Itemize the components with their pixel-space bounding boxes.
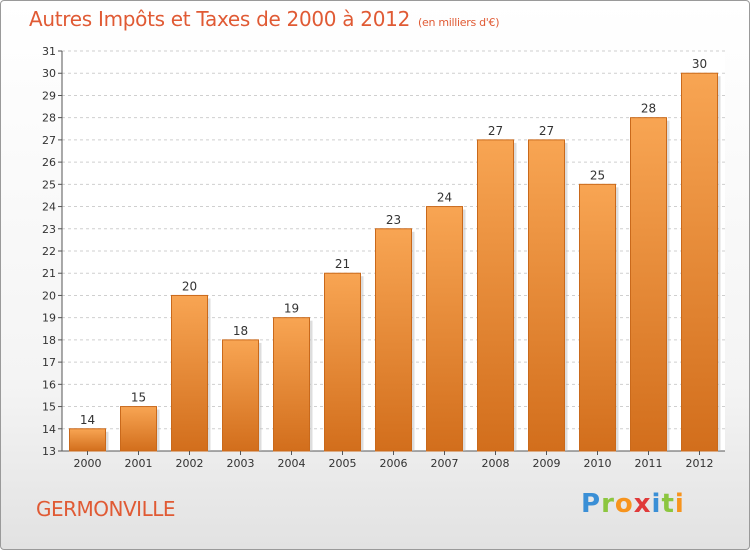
proxiti-logo: Proxiti [581,489,685,519]
bar [630,117,667,452]
y-tick-label: 24 [42,201,56,214]
data-label: 27 [539,124,554,138]
y-tick-label: 25 [42,178,56,191]
bar [375,228,412,452]
y-tick-label: 21 [42,267,56,280]
bar [273,317,310,452]
logo-letter: o [614,489,634,519]
x-tick-label: 2009 [533,457,561,470]
x-tick-label: 2001 [125,457,153,470]
y-tick-label: 30 [42,67,56,80]
data-label: 23 [386,213,401,227]
x-tick-label: 2012 [686,457,714,470]
logo-letter: P [581,489,602,519]
logo-letter: r [601,489,615,519]
data-label: 15 [131,391,146,405]
bar [69,428,106,452]
data-label: 18 [233,324,248,338]
y-tick-label: 17 [42,356,56,369]
data-label: 27 [488,124,503,138]
bar [426,206,463,452]
data-label: 30 [692,57,707,71]
y-tick-label: 26 [42,156,56,169]
y-tick-label: 28 [42,112,56,125]
x-tick-label: 2007 [431,457,459,470]
y-tick-label: 13 [42,445,56,458]
data-label: 25 [590,168,605,182]
chart-title: Autres Impôts et Taxes de 2000 à 2012 (en… [29,7,499,31]
logo-letter: x [633,489,652,519]
bar [120,406,157,452]
x-tick-label: 2005 [329,457,357,470]
y-tick-label: 29 [42,89,56,102]
data-label: 24 [437,191,452,205]
bar [579,183,616,452]
logo-letter: i [674,489,685,519]
y-tick-label: 15 [42,401,56,414]
data-label: 20 [182,279,197,293]
town-name: GERMONVILLE [36,497,176,521]
chart-unit: (en milliers d'€) [418,16,500,29]
data-label: 21 [335,257,350,271]
y-tick-label: 23 [42,223,56,236]
logo-letter: i [651,489,662,519]
y-tick-label: 19 [42,312,56,325]
data-label: 19 [284,302,299,316]
x-tick-label: 2002 [176,457,204,470]
bar [477,139,514,452]
x-tick-label: 2008 [482,457,510,470]
x-tick-label: 2003 [227,457,255,470]
bar [171,294,208,452]
y-tick-label: 16 [42,378,56,391]
bar [324,272,361,452]
y-tick-label: 27 [42,134,56,147]
data-label: 28 [641,102,656,116]
x-tick-label: 2006 [380,457,408,470]
x-tick-label: 2004 [278,457,306,470]
y-tick-label: 20 [42,289,56,302]
chart-title-text: Autres Impôts et Taxes de 2000 à 2012 [29,7,410,31]
y-tick-label: 14 [42,423,56,436]
bar [222,339,259,452]
bar [528,139,565,452]
data-label: 14 [80,413,95,427]
y-tick-label: 31 [42,45,56,58]
x-tick-label: 2011 [635,457,663,470]
x-tick-label: 2000 [74,457,102,470]
y-tick-label: 18 [42,334,56,347]
y-tick-label: 22 [42,245,56,258]
x-tick-label: 2010 [584,457,612,470]
bar [681,72,718,452]
logo-letter: t [661,489,675,519]
